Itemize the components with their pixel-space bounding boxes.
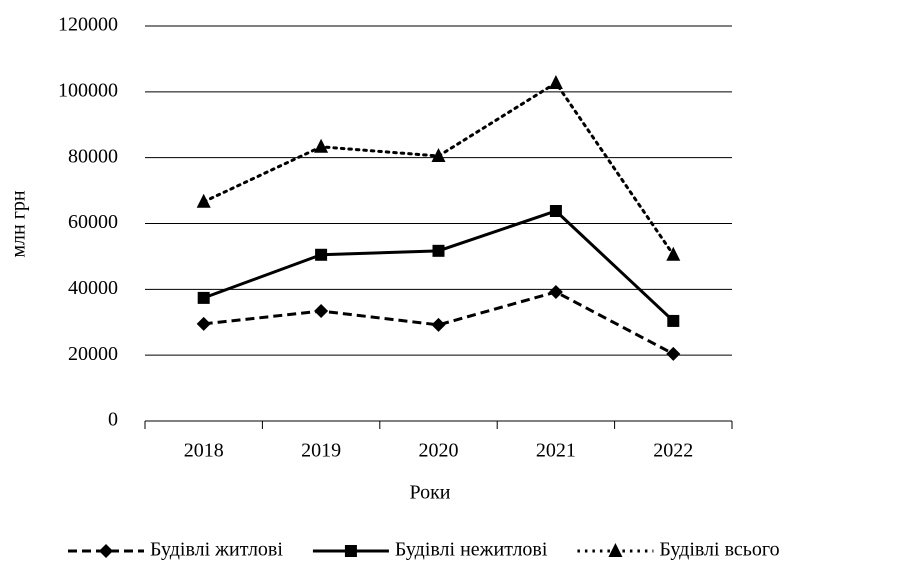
y-tick-label: 60000 — [68, 211, 118, 233]
marker — [196, 193, 211, 208]
marker — [548, 284, 563, 299]
marker — [432, 244, 445, 257]
marker — [196, 316, 211, 331]
marker — [608, 543, 623, 557]
marker — [666, 346, 681, 361]
marker — [197, 291, 210, 304]
legend-label: Будівлі житлові — [150, 539, 283, 561]
marker — [548, 74, 563, 89]
y-tick-label: 40000 — [68, 277, 118, 299]
x-tick-label: 2022 — [653, 440, 693, 462]
y-axis-label: млн грн — [8, 190, 30, 258]
marker — [431, 148, 446, 163]
x-axis-label: Роки — [409, 482, 450, 504]
y-tick-label: 80000 — [68, 145, 118, 167]
marker — [314, 304, 329, 319]
marker — [549, 204, 562, 217]
marker — [344, 545, 357, 557]
marker — [99, 544, 113, 558]
marker — [431, 317, 446, 332]
y-tick-label: 20000 — [68, 343, 118, 365]
marker — [314, 138, 329, 153]
marker — [667, 314, 680, 327]
series-line — [203, 290, 674, 356]
series-line — [203, 209, 675, 323]
y-tick-label: 120000 — [58, 14, 118, 36]
x-tick-label: 2018 — [184, 440, 224, 462]
y-tick-label: 100000 — [58, 79, 118, 101]
x-tick-label: 2019 — [301, 440, 341, 462]
series-line — [202, 80, 675, 257]
x-tick-label: 2021 — [536, 440, 576, 462]
legend-label: Будівлі нежитлові — [395, 539, 548, 561]
marker — [315, 248, 328, 261]
legend-label: Будівлі всього — [659, 539, 779, 561]
x-tick-label: 2020 — [419, 440, 459, 462]
y-tick-label: 0 — [108, 409, 118, 431]
marker — [666, 246, 681, 261]
